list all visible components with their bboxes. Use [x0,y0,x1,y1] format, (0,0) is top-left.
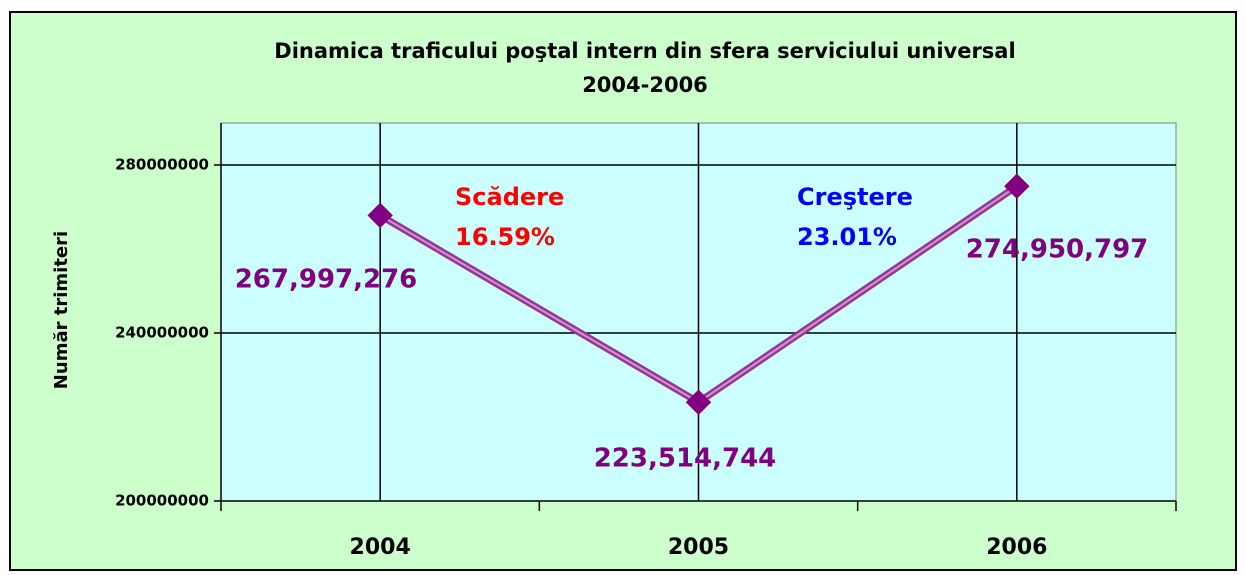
data-label: 267,997,276 [235,265,418,295]
data-label: 223,514,744 [594,444,777,474]
annotation: 23.01% [797,223,897,251]
marker [367,202,393,229]
annotation: Scădere [455,183,564,211]
y-axis-label: Număr trimiteri [51,231,72,389]
x-tick-label: 2005 [668,535,729,560]
annotation: 16.59% [455,223,555,251]
chart-subtitle: 2004-2006 [582,73,708,97]
x-tick-label: 2004 [350,535,411,560]
x-tick-label: 2006 [986,535,1047,560]
data-label: 274,950,797 [966,235,1149,265]
y-tick-label: 280000000 [115,156,209,174]
marker [685,389,712,415]
marker [1004,173,1030,199]
y-tick-label: 240000000 [115,324,209,342]
chart-title: Dinamica traficului poştal intern din sf… [274,39,1015,63]
y-tick-label: 200000000 [115,492,209,510]
annotation: Creştere [797,183,913,211]
